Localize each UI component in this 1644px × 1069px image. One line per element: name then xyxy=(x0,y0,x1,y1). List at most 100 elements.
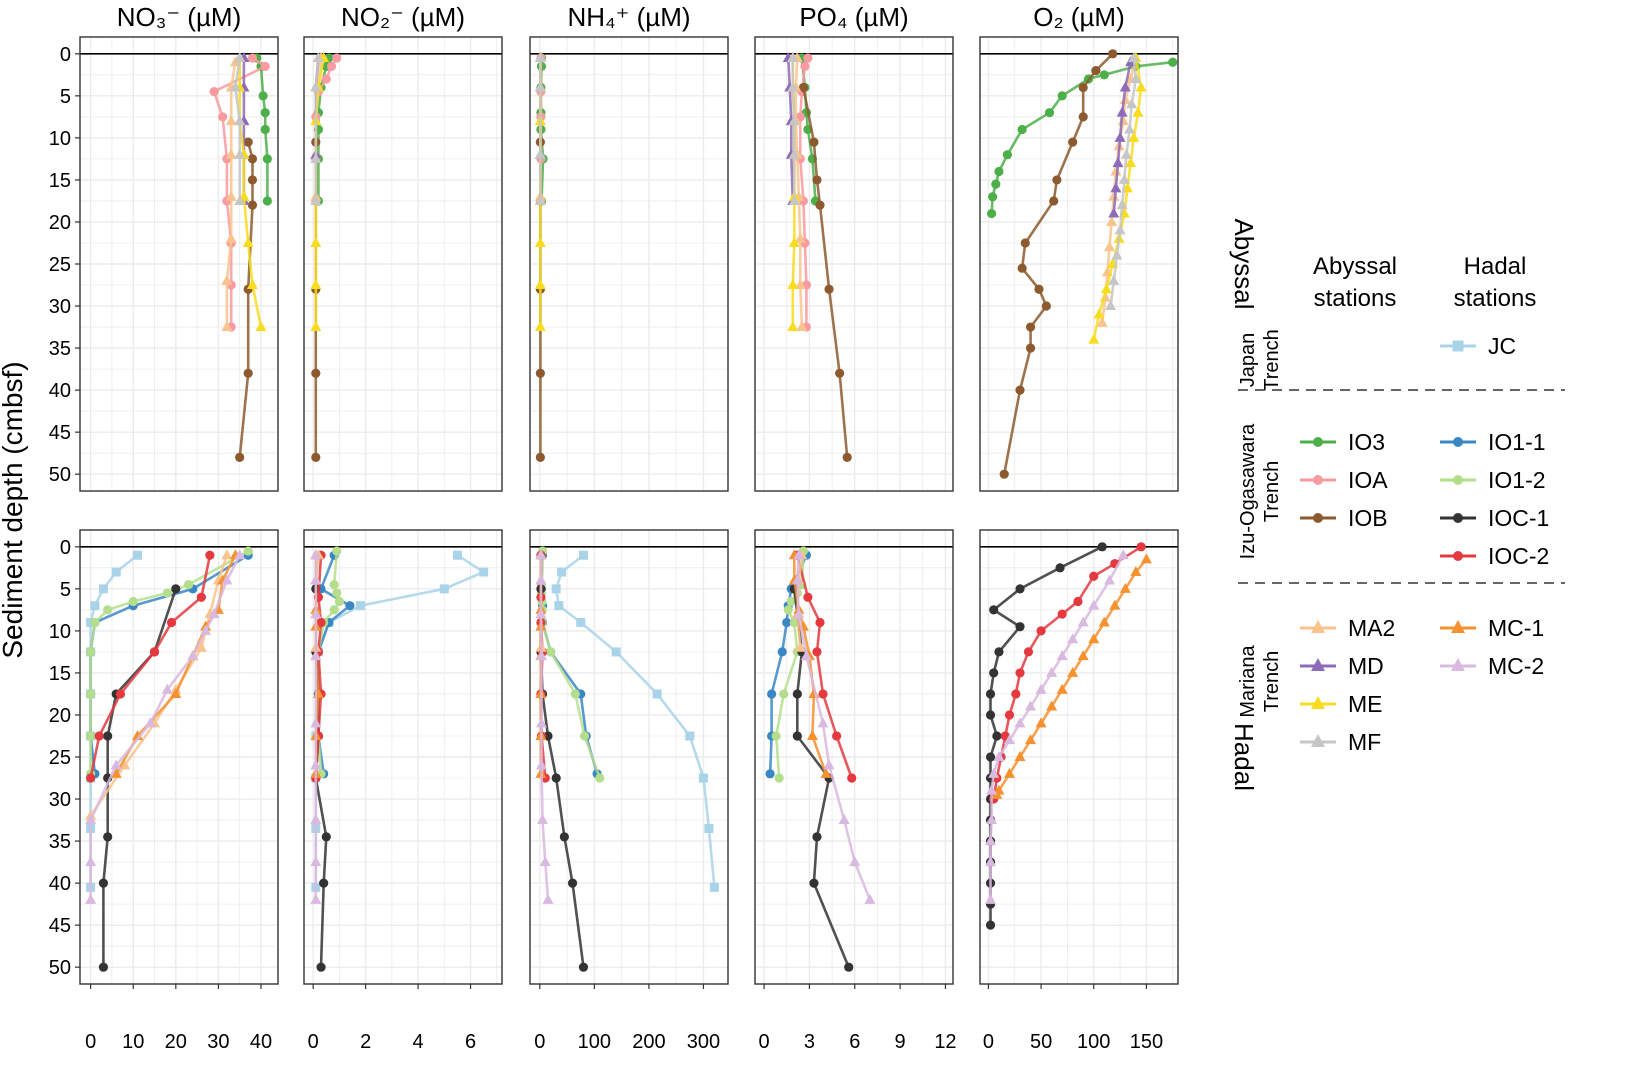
data-point-IOC-1 xyxy=(98,962,109,972)
series-IOB xyxy=(798,82,852,462)
data-point-MC-2 xyxy=(1104,574,1116,585)
data-point-IOC-2 xyxy=(815,617,825,628)
data-point-MC-2 xyxy=(208,608,220,619)
data-point-IO1-2 xyxy=(329,605,339,615)
data-point-IOC-1 xyxy=(809,878,819,888)
series-IOB xyxy=(235,137,258,462)
data-point-IOC-1 xyxy=(989,605,999,615)
y-tick-label: 30 xyxy=(49,789,71,811)
data-point-IO3 xyxy=(1057,91,1067,101)
data-point-ME xyxy=(310,279,322,290)
panel-hadal-no3 xyxy=(79,529,279,985)
data-point-MC-2 xyxy=(1067,633,1079,644)
data-point-MA2 xyxy=(221,549,233,560)
data-point-IOB xyxy=(809,137,819,147)
x-tick-label: 20 xyxy=(165,1031,187,1053)
x-tick-label: 10 xyxy=(122,1031,144,1053)
data-point-MF xyxy=(1126,98,1138,109)
data-point-IOB xyxy=(1017,263,1027,273)
legend-label: IO1-2 xyxy=(1488,467,1546,493)
data-point-MC-2 xyxy=(542,893,554,904)
data-point-ME xyxy=(787,321,799,332)
data-point-IO1-2 xyxy=(86,689,96,699)
data-point-ME xyxy=(255,321,267,332)
data-point-IOC-1 xyxy=(551,773,561,783)
data-point-MA2 xyxy=(221,274,233,285)
legend-item-IOC-1: IOC-1 xyxy=(1440,505,1549,531)
y-tick-label: 50 xyxy=(49,957,71,979)
data-point-IO3 xyxy=(994,166,1004,177)
data-point-IOC-2 xyxy=(1004,710,1015,720)
data-point-IOC-2 xyxy=(1015,668,1025,678)
data-point-MC-2 xyxy=(1046,666,1058,677)
data-point-MA2 xyxy=(1106,215,1118,226)
series-line-MF xyxy=(791,58,796,201)
series-IOC-2 xyxy=(792,550,857,783)
data-point-MF xyxy=(310,81,322,92)
data-point-MD xyxy=(1112,157,1124,168)
data-point-JC xyxy=(439,584,449,594)
panel-border xyxy=(979,36,1179,492)
data-point-IO1-2 xyxy=(243,546,253,556)
data-point-JC xyxy=(355,601,365,611)
data-point-IOB xyxy=(311,368,321,378)
data-point-IOC-2 xyxy=(1057,609,1067,619)
data-point-MF xyxy=(788,148,800,159)
x-tick-label: 6 xyxy=(465,1031,476,1053)
y-tick-label: 40 xyxy=(49,873,71,895)
data-point-IOC-2 xyxy=(1036,626,1046,636)
series-IOC-2 xyxy=(86,550,215,783)
data-point-IOA xyxy=(321,74,331,84)
data-point-MF xyxy=(1105,300,1117,311)
data-point-MA2 xyxy=(1096,316,1108,327)
data-point-MC-2 xyxy=(849,856,861,867)
data-point-IO1-2 xyxy=(162,588,172,598)
legend-label: ME xyxy=(1348,691,1383,717)
data-point-IOB xyxy=(999,469,1009,479)
x-tick-label: 40 xyxy=(250,1031,272,1053)
series-MC-2 xyxy=(85,549,246,904)
data-point-IOA xyxy=(247,53,258,63)
data-point-IOC-1 xyxy=(812,832,822,842)
data-point-IO1-2 xyxy=(332,546,342,556)
panel-abyssal-no2 xyxy=(303,36,503,492)
data-point-ME xyxy=(1125,157,1137,168)
panel-abyssal-nh4 xyxy=(529,36,729,492)
data-point-IO1-2 xyxy=(332,588,342,598)
data-point-MC-2 xyxy=(986,814,998,825)
data-point-ME xyxy=(534,279,546,290)
y-tick-label: 45 xyxy=(49,915,71,937)
legend-key-marker xyxy=(1313,437,1323,447)
data-point-IO1-2 xyxy=(595,773,605,783)
data-point-IOC-2 xyxy=(818,689,828,699)
data-point-IOB xyxy=(1041,301,1051,311)
data-point-MC-2 xyxy=(1088,599,1100,610)
data-point-IO3 xyxy=(1044,108,1055,118)
data-point-IOA xyxy=(332,53,342,63)
data-point-MD xyxy=(1119,81,1131,92)
data-point-IO1-2 xyxy=(774,773,784,783)
data-point-MC-2 xyxy=(791,574,803,585)
data-point-MF xyxy=(310,194,322,205)
y-tick-label: 30 xyxy=(49,296,71,318)
data-point-ME xyxy=(1093,308,1105,319)
data-point-MC-2 xyxy=(800,650,812,661)
y-tick-label: 10 xyxy=(49,621,71,643)
data-point-IOC-1 xyxy=(559,832,569,842)
legend-group-label: Izu-Ogasawara Trench xyxy=(1237,423,1283,559)
legend-key-marker xyxy=(1452,340,1464,352)
data-point-MC-1 xyxy=(1130,566,1142,577)
data-point-MC-2 xyxy=(535,608,547,619)
x-tick-label: 3 xyxy=(804,1031,815,1053)
data-point-MF xyxy=(312,52,324,63)
data-point-MA2 xyxy=(225,148,237,159)
data-point-MC-2 xyxy=(1003,734,1015,745)
x-tick-label: 6 xyxy=(849,1031,860,1053)
data-point-ME xyxy=(1100,283,1112,294)
data-point-IOB xyxy=(243,368,253,378)
data-point-MA2 xyxy=(796,321,808,332)
y-tick-label: 25 xyxy=(49,747,71,769)
data-point-IOA xyxy=(218,112,228,122)
data-point-IOC-1 xyxy=(103,832,113,842)
data-point-IO1-2 xyxy=(783,605,793,615)
